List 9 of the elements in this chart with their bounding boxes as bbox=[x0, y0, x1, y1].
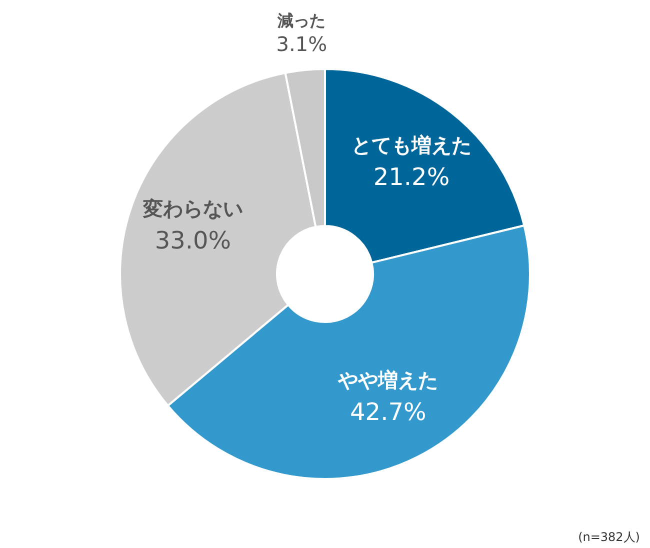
data-label: 42.7% bbox=[350, 398, 426, 426]
slice-label: 変わらない bbox=[142, 196, 243, 220]
slice-label: やや増えた bbox=[337, 368, 438, 392]
text: (n=382人) bbox=[578, 530, 640, 544]
data-label: 21.2% bbox=[373, 162, 450, 191]
data-label: 33.0% bbox=[154, 226, 232, 254]
slice-label: 減った bbox=[276, 11, 326, 30]
data-label: 3.1% bbox=[276, 32, 328, 56]
slice-label: とても増えた bbox=[352, 132, 472, 157]
